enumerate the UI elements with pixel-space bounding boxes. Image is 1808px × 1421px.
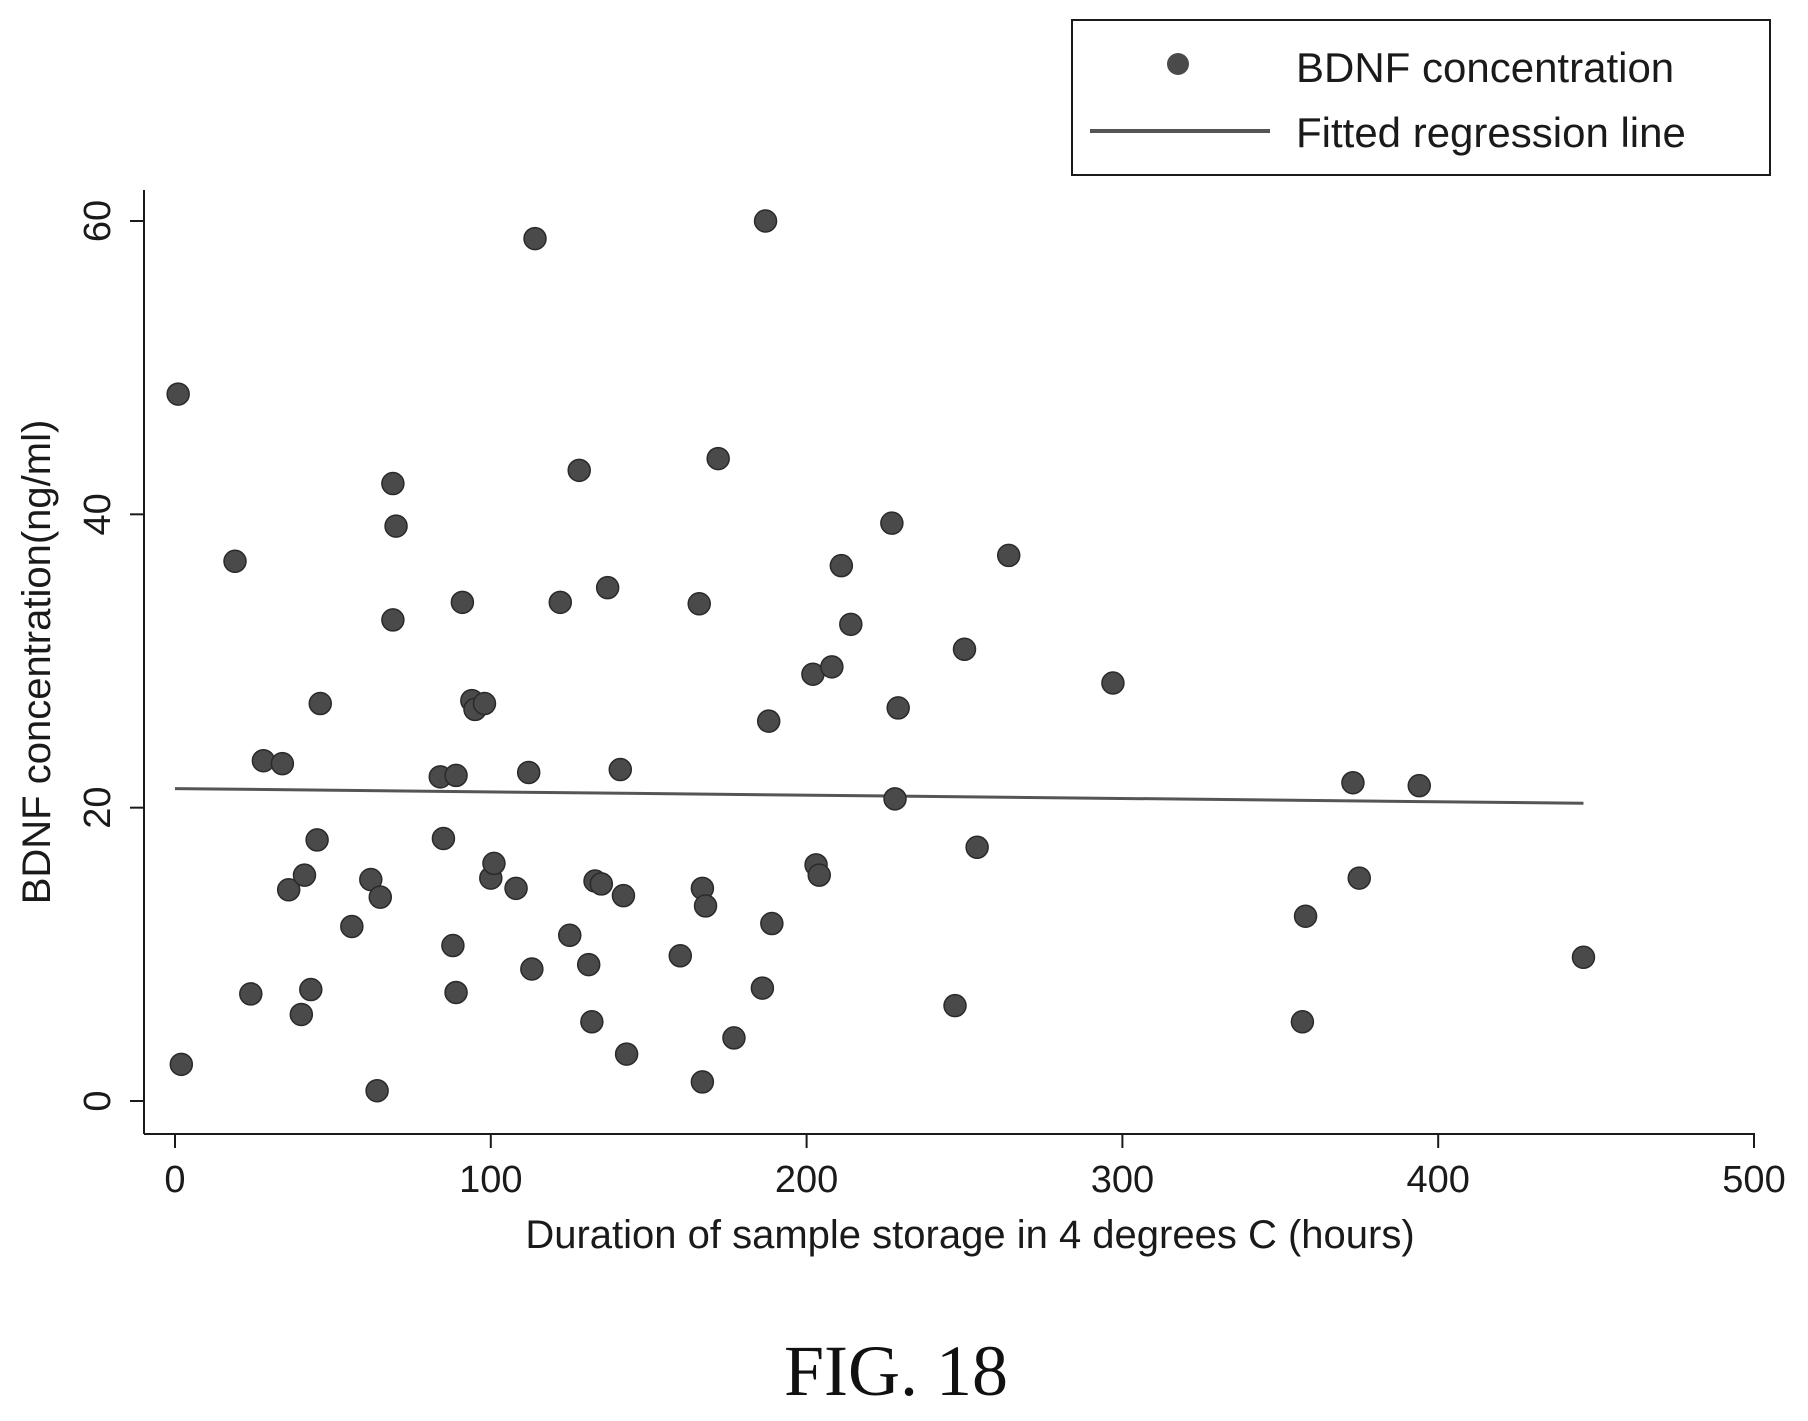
data-point <box>516 760 541 785</box>
data-point <box>292 863 317 887</box>
data-point <box>687 592 711 616</box>
regression-layer <box>174 787 1584 805</box>
data-point <box>381 471 405 496</box>
data-point <box>431 826 456 851</box>
y-tick-label: 60 <box>77 200 119 242</box>
data-point <box>365 1078 389 1103</box>
data-point <box>523 226 547 251</box>
data-point <box>289 1002 314 1027</box>
data-point <box>750 976 775 1000</box>
data-point <box>1407 773 1432 798</box>
data-point <box>548 590 573 615</box>
figure-caption: FIG. 18 <box>784 1331 1008 1411</box>
data-point <box>384 514 408 538</box>
x-ticks: 0 100 200 300 400 500 <box>164 1134 1786 1201</box>
regression-line <box>174 787 1584 805</box>
data-point <box>943 993 967 1018</box>
data-point <box>589 872 614 896</box>
data-point <box>886 696 910 720</box>
legend-label-points: BDNF concentration <box>1296 44 1674 91</box>
data-point <box>690 1070 715 1094</box>
data-point <box>595 575 620 600</box>
data-point <box>608 757 633 782</box>
data-point <box>558 923 582 948</box>
data-point <box>450 590 475 615</box>
data-point <box>807 863 831 887</box>
data-point <box>996 543 1021 568</box>
data-point <box>166 382 190 406</box>
data-point <box>520 957 544 981</box>
x-tick-label: 300 <box>1091 1159 1154 1201</box>
data-point <box>223 549 247 574</box>
data-point <box>1290 1010 1315 1034</box>
x-axis-title: Duration of sample storage in 4 degrees … <box>525 1213 1414 1257</box>
data-point <box>381 608 405 632</box>
data-point <box>299 977 323 1002</box>
x-tick-label: 500 <box>1722 1159 1785 1201</box>
data-point <box>580 1010 604 1034</box>
data-point <box>504 876 528 901</box>
x-tick-label: 100 <box>459 1159 522 1201</box>
y-tick-label: 0 <box>77 1090 119 1111</box>
data-point <box>270 751 295 776</box>
data-point <box>239 982 263 1006</box>
y-ticks: 0 20 40 60 <box>77 200 144 1112</box>
x-tick-label: 400 <box>1406 1159 1469 1201</box>
data-point <box>965 835 989 860</box>
y-tick-label: 40 <box>77 493 119 535</box>
data-point <box>1341 770 1365 795</box>
points-layer <box>166 209 1596 1103</box>
data-point <box>308 691 333 716</box>
data-point <box>756 709 781 733</box>
data-point <box>839 612 863 637</box>
data-point <box>441 933 465 958</box>
x-tick-label: 200 <box>775 1159 838 1201</box>
y-tick-label: 20 <box>77 787 119 829</box>
data-point <box>883 787 907 811</box>
data-point <box>1347 866 1371 890</box>
data-point <box>444 763 468 788</box>
data-point <box>444 980 468 1005</box>
data-point <box>668 944 693 968</box>
x-tick-label: 0 <box>164 1159 185 1201</box>
data-point <box>760 911 784 936</box>
legend: BDNF concentration Fitted regression lin… <box>1071 19 1771 176</box>
data-point <box>820 655 844 679</box>
data-point <box>880 511 904 535</box>
data-point <box>169 1052 194 1077</box>
data-point <box>482 851 506 876</box>
data-point <box>1293 904 1318 928</box>
data-point <box>829 553 854 578</box>
y-axis-title: BDNF concentration(ng/ml) <box>15 420 59 905</box>
data-point <box>472 691 497 716</box>
data-point <box>1101 671 1125 695</box>
data-point <box>567 458 591 483</box>
legend-box <box>1071 19 1771 176</box>
data-point <box>276 878 301 902</box>
legend-label-line: Fitted regression line <box>1296 109 1686 156</box>
data-point <box>722 1026 746 1050</box>
data-point <box>305 828 329 852</box>
data-point <box>614 1042 639 1066</box>
data-point <box>693 894 718 918</box>
data-point <box>576 952 601 977</box>
data-point <box>611 883 636 908</box>
data-point <box>706 446 730 471</box>
data-point <box>340 914 364 939</box>
data-point <box>952 637 977 662</box>
data-point <box>1571 945 1596 970</box>
data-point <box>753 209 778 233</box>
legend-marker-points <box>1167 53 1189 75</box>
data-point <box>368 885 393 909</box>
